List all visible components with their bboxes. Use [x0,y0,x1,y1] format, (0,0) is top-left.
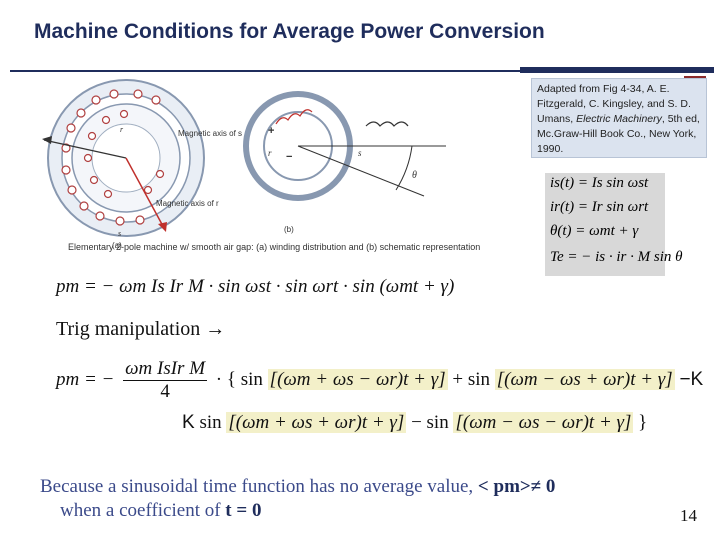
figure-s-label-a: s [118,229,121,238]
conclusion-text: Because a sinusoidal time function has n… [40,475,555,523]
k-label-1: −K [679,368,704,390]
conclusion-line-2: when a coefficient of t = 0 [40,499,555,523]
k-label-2: K [182,412,195,433]
term-2: [(ωm − ωs + ωr)t + γ] [494,368,675,390]
figure-caption: Elementary 2-pole machine w/ smooth air … [68,242,481,252]
citation-book-title: Electric Machinery [576,113,662,125]
figure-s-label-b: s [358,148,362,158]
eq-fraction: ωm IsIr M 4 [123,358,208,403]
term-3: [(ωm + ωs + ωr)t + γ] [226,412,407,433]
title-rule-accent [520,67,714,73]
axis-r-line [125,157,165,229]
schematic-plus: + [268,125,274,137]
schematic-angle-line [297,145,425,197]
title-rule [10,70,714,72]
slide-title: Machine Conditions for Average Power Con… [34,20,545,43]
machine-figure: Magnetic axis of s Magnetic axis of r s … [42,79,446,250]
eq-brace-open: { [226,368,236,390]
eq-numerator: ωm IsIr M [123,358,208,381]
figure-r-label-b: r [268,148,272,158]
eq-power: pm = − ωm Is Ir M · sin ωst · sin ωrt · … [56,276,455,297]
eq-rotor-angle: θ(t) = ωmt + γ [550,223,639,239]
conclusion-line2-math: t = 0 [225,500,262,521]
sin-2: sin [467,368,491,390]
rotor-conductors [83,109,165,199]
minus-1: − [411,412,422,433]
eq-torque: Te = − is · ir · M sin θ [550,249,683,265]
figure-label-b: (b) [284,225,294,234]
eq-dot: · [215,368,223,390]
current-equations-box: is(t) = Is sin ωst ir(t) = Ir sin ωrt θ(… [545,173,683,276]
term-4: [(ωm − ωs − ωr)t + γ] [453,412,634,433]
theta-arc [395,145,413,191]
schematic-minus: − [286,151,292,163]
stator-conductors [61,89,161,226]
conclusion-line-1: Because a sinusoidal time function has n… [40,475,555,499]
magnetic-axis-r-label: Magnetic axis of r [156,199,219,208]
axis-s-line [43,139,127,159]
rotor-coil-symbol [275,109,313,125]
sin-1: sin [240,368,263,390]
conclusion-line1-math: < pm>≠ 0 [477,476,556,497]
citation-text-post: , 5th ed, Mc.Graw-Hill Book Co., New Yor… [537,113,700,155]
term-1: [(ωm + ωs − ωr)t + γ] [267,368,448,390]
theta-label: θ [412,170,417,181]
eq-expansion-line2: K sin [(ωm + ωs + ωr)t + γ] − sin [(ωm −… [182,412,647,434]
eq-lhs: pm = − [56,368,115,390]
conclusion-line1-pre: Because a sinusoidal time function has n… [40,476,478,497]
figure-label-a: (a) [112,241,122,250]
plus-1: + [452,368,464,390]
magnetic-axis-s-label: Magnetic axis of s [178,129,242,138]
eq-brace-close: } [638,412,648,433]
sin-3: sin [199,412,222,433]
eq-expansion-line1: pm = − ωm IsIr M 4 · { sin [(ωm + ωs − ω… [56,358,703,403]
stator-coil-symbol [365,121,409,127]
conclusion-line2-pre: when a coefficient of [60,500,226,521]
trig-manipulation-label: Trig manipulation → [56,318,226,340]
eq-stator-current: is(t) = Is sin ωst [550,175,649,191]
sin-4: sin [426,412,449,433]
figure-r-label-a: r [120,125,124,134]
citation-text-pre: Adapted from Fig 4-34, A. E. Fitzgerald,… [537,83,691,125]
citation-box: Adapted from Fig 4-34, A. E. Fitzgerald,… [531,78,707,158]
eq-denominator: 4 [160,381,170,402]
page-number: 14 [680,506,697,525]
eq-rotor-current: ir(t) = Ir sin ωrt [550,199,649,215]
